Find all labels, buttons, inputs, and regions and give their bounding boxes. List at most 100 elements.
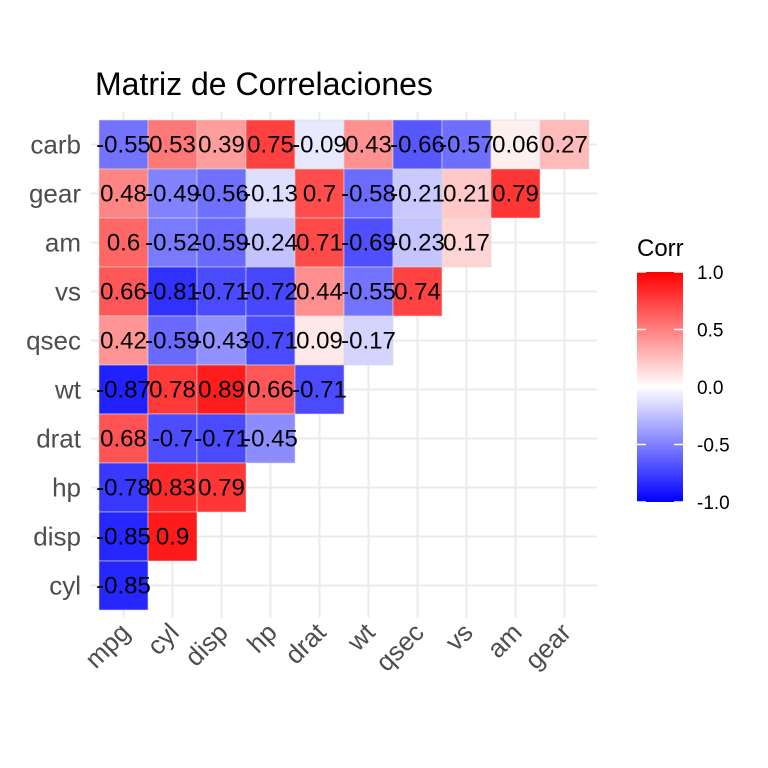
cell-value-label-disp-am: -0.59 bbox=[194, 230, 249, 257]
heatmap-cell-cyl-hp bbox=[147, 462, 198, 513]
cell-value-label-wt-qsec: -0.17 bbox=[341, 328, 396, 355]
y-tick-label-wt: wt bbox=[54, 375, 82, 405]
legend-title: Corr bbox=[637, 235, 684, 262]
heatmap-cell-drat-carb bbox=[294, 119, 345, 170]
y-tick-label-vs: vs bbox=[55, 277, 81, 307]
heatmap-cell-cyl-am bbox=[147, 217, 198, 268]
cell-value-label-mpg-carb: -0.55 bbox=[96, 132, 151, 159]
cell-value-label-disp-carb: 0.39 bbox=[198, 132, 245, 159]
y-axis-tick-labels: cyl disp hp drat wt qsec vs am gear carb bbox=[26, 130, 82, 601]
cell-value-label-wt-carb: 0.43 bbox=[345, 132, 392, 159]
cell-value-labels: -0.550.53 0.39 0.75-0.090.43-0.66-0.570.06… bbox=[96, 132, 588, 600]
heatmap-cell-qsec-vs bbox=[392, 266, 443, 317]
heatmap-cell-vs-am bbox=[441, 217, 492, 268]
heatmap-cell-wt-qsec bbox=[343, 315, 394, 366]
heatmap-cell-am-gear bbox=[490, 168, 541, 219]
heatmap-cell-disp-wt bbox=[196, 364, 247, 415]
heatmap-cell-wt-gear bbox=[343, 168, 394, 219]
cell-value-label-drat-wt: -0.71 bbox=[292, 377, 347, 404]
heatmap-cell-hp-carb bbox=[245, 119, 296, 170]
heatmap-cell-drat-qsec bbox=[294, 315, 345, 366]
y-tick-label-qsec: qsec bbox=[26, 326, 81, 356]
cell-value-label-disp-hp: 0.79 bbox=[198, 475, 245, 502]
y-tick-label-am: am bbox=[45, 228, 81, 258]
y-tick-label-drat: drat bbox=[36, 424, 82, 454]
legend-tick-label: 0.5 bbox=[697, 321, 723, 342]
legend-ticks: 1.0 0.5 0.0 -0.5 -1.0 bbox=[637, 263, 730, 514]
heatmap-cell-mpg-hp bbox=[98, 462, 149, 513]
heatmap-cell-am-carb bbox=[490, 119, 541, 170]
cell-value-label-disp-wt: 0.89 bbox=[198, 377, 245, 404]
cell-value-label-mpg-hp: -0.78 bbox=[96, 475, 151, 502]
heatmap-cell-disp-hp bbox=[196, 462, 247, 513]
heatmap-cell-disp-drat bbox=[196, 413, 247, 464]
heatmap-cell-mpg-gear bbox=[98, 168, 149, 219]
cell-value-label-vs-gear: 0.21 bbox=[443, 181, 490, 208]
chart-title: Matriz de Correlaciones bbox=[95, 66, 433, 102]
cell-value-label-cyl-drat: -0.7 bbox=[152, 426, 193, 453]
cell-value-label-am-gear: 0.79 bbox=[492, 181, 539, 208]
heatmap-cell-disp-am bbox=[196, 217, 247, 268]
heatmap-cell-wt-vs bbox=[343, 266, 394, 317]
heatmap-cell-mpg-cyl bbox=[98, 560, 149, 611]
cell-value-label-mpg-gear: 0.48 bbox=[100, 181, 147, 208]
cell-value-label-mpg-cyl: -0.85 bbox=[96, 573, 151, 600]
cell-value-label-mpg-wt: -0.87 bbox=[96, 377, 151, 404]
cell-value-label-mpg-am: 0.6 bbox=[107, 230, 140, 257]
cell-value-label-wt-vs: -0.55 bbox=[341, 279, 396, 306]
cell-value-label-qsec-am: -0.23 bbox=[390, 230, 445, 257]
legend-tick-label: 1.0 bbox=[697, 263, 723, 284]
cell-value-label-qsec-gear: -0.21 bbox=[390, 181, 445, 208]
heatmap-cell-qsec-carb bbox=[392, 119, 443, 170]
heatmap-cell-drat-wt bbox=[294, 364, 345, 415]
y-tick-label-hp: hp bbox=[52, 473, 81, 503]
cell-value-label-gear-carb: 0.27 bbox=[541, 132, 588, 159]
legend-tick-label: -0.5 bbox=[697, 436, 730, 457]
cell-value-label-qsec-carb: -0.66 bbox=[390, 132, 445, 159]
cell-value-label-drat-gear: 0.7 bbox=[303, 181, 336, 208]
cell-value-label-drat-carb: -0.09 bbox=[292, 132, 347, 159]
heatmap-cell-vs-gear bbox=[441, 168, 492, 219]
heatmap-cell-cyl-gear bbox=[147, 168, 198, 219]
y-tick-label-gear: gear bbox=[29, 179, 81, 209]
heatmap-cell-wt-carb bbox=[343, 119, 394, 170]
color-legend: Corr 1.0 0.5 0.0 -0.5 -1.0 bbox=[637, 235, 730, 514]
heatmap-cell-cyl-qsec bbox=[147, 315, 198, 366]
heatmap-cell-mpg-qsec bbox=[98, 315, 149, 366]
heatmap-cell-disp-gear bbox=[196, 168, 247, 219]
cell-value-label-cyl-disp: 0.9 bbox=[156, 524, 189, 551]
cell-value-label-hp-qsec: -0.71 bbox=[243, 328, 298, 355]
cell-value-label-mpg-qsec: 0.42 bbox=[100, 328, 147, 355]
cell-value-label-hp-drat: -0.45 bbox=[243, 426, 298, 453]
heatmap-cell-mpg-drat bbox=[98, 413, 149, 464]
heatmap-cell-cyl-carb bbox=[147, 119, 198, 170]
cell-value-label-mpg-vs: 0.66 bbox=[100, 279, 147, 306]
heatmap-cell-qsec-am bbox=[392, 217, 443, 268]
cell-value-label-mpg-disp: -0.85 bbox=[96, 524, 151, 551]
heatmap-cell-mpg-disp bbox=[98, 511, 149, 562]
cell-value-label-hp-carb: 0.75 bbox=[247, 132, 294, 159]
cell-value-label-vs-am: 0.17 bbox=[443, 230, 490, 257]
cell-value-label-mpg-drat: 0.68 bbox=[100, 426, 147, 453]
cell-value-label-drat-vs: 0.44 bbox=[296, 279, 343, 306]
y-tick-label-carb: carb bbox=[30, 130, 81, 160]
cell-value-label-hp-gear: -0.13 bbox=[243, 181, 298, 208]
cell-value-label-wt-gear: -0.58 bbox=[341, 181, 396, 208]
cell-value-label-hp-wt: 0.66 bbox=[247, 377, 294, 404]
cell-value-label-drat-am: 0.71 bbox=[296, 230, 343, 257]
cell-value-label-cyl-hp: 0.83 bbox=[149, 475, 196, 502]
heatmap-cell-wt-am bbox=[343, 217, 394, 268]
heatmap-cell-disp-qsec bbox=[196, 315, 247, 366]
cell-value-label-hp-vs: -0.72 bbox=[243, 279, 298, 306]
cell-value-label-cyl-wt: 0.78 bbox=[149, 377, 196, 404]
cell-value-label-cyl-am: -0.52 bbox=[145, 230, 200, 257]
heatmap-cell-qsec-gear bbox=[392, 168, 443, 219]
heatmap-cell-cyl-disp bbox=[147, 511, 198, 562]
cell-value-label-disp-qsec: -0.43 bbox=[194, 328, 249, 355]
cell-value-label-drat-qsec: 0.09 bbox=[296, 328, 343, 355]
heatmap-cell-mpg-carb bbox=[98, 119, 149, 170]
heatmap-cell-vs-carb bbox=[441, 119, 492, 170]
cell-value-label-disp-drat: -0.71 bbox=[194, 426, 249, 453]
cell-value-label-disp-vs: -0.71 bbox=[194, 279, 249, 306]
